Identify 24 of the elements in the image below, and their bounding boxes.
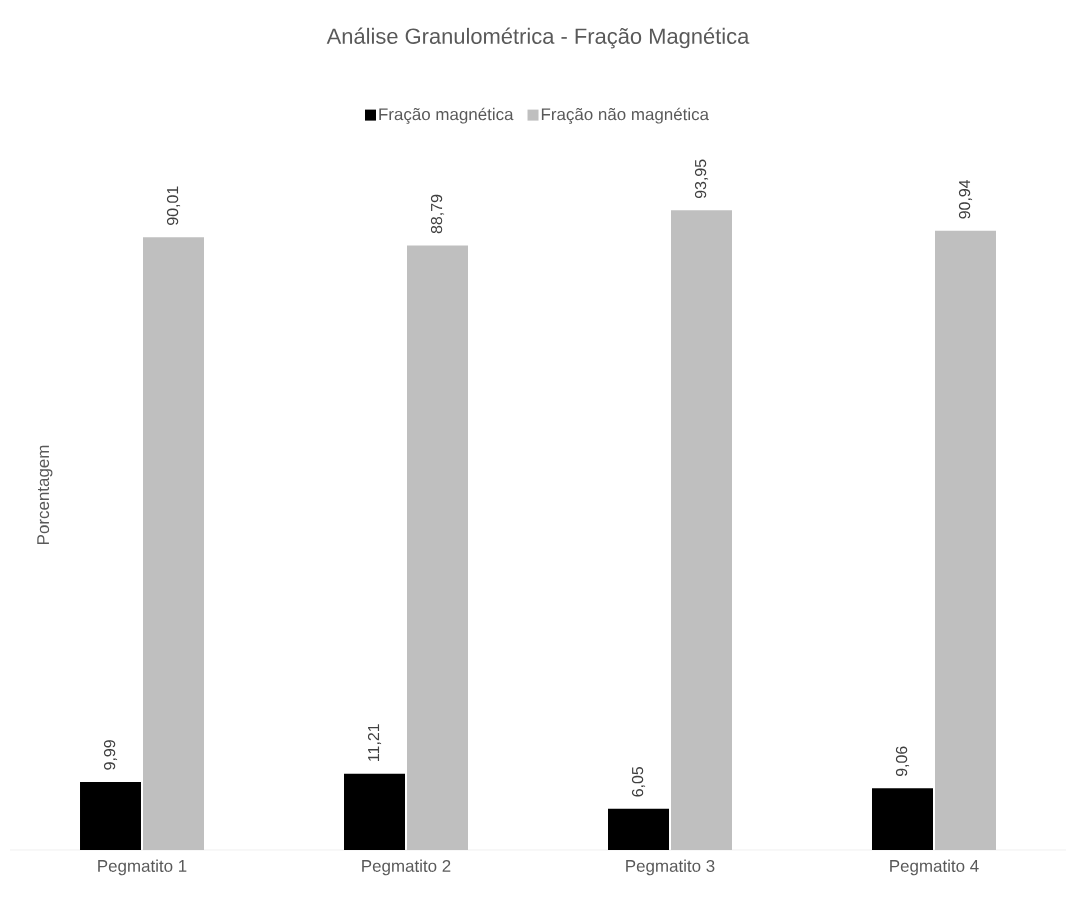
data-label: 90,01 <box>166 186 181 225</box>
x-tick-label: Pegmatito 3 <box>626 859 715 876</box>
bar <box>143 237 205 850</box>
x-tick-label: Pegmatito 1 <box>98 859 187 876</box>
y-axis-title: Porcentagem <box>37 445 53 544</box>
x-tick-label: Pegmatito 4 <box>890 859 979 876</box>
data-label: 9,99 <box>103 740 118 770</box>
data-label: 90,94 <box>958 179 973 219</box>
data-label: 11,21 <box>367 724 382 761</box>
bar <box>344 773 406 850</box>
legend-label: Fração não magnética <box>541 107 709 124</box>
bar <box>80 781 142 850</box>
bar <box>407 245 468 850</box>
data-label: 93,95 <box>694 159 709 199</box>
bar <box>934 230 996 850</box>
data-label: 88,79 <box>430 194 445 234</box>
data-label: 6,05 <box>631 766 646 797</box>
legend-label: Fração magnética <box>379 107 514 124</box>
chart-title: Análise Granulométrica - Fração Magnética <box>326 27 750 49</box>
bar <box>671 210 732 850</box>
x-tick-label: Pegmatito 2 <box>362 859 451 876</box>
bar <box>608 808 669 850</box>
bar <box>872 788 933 850</box>
data-label: 9,06 <box>895 746 910 777</box>
